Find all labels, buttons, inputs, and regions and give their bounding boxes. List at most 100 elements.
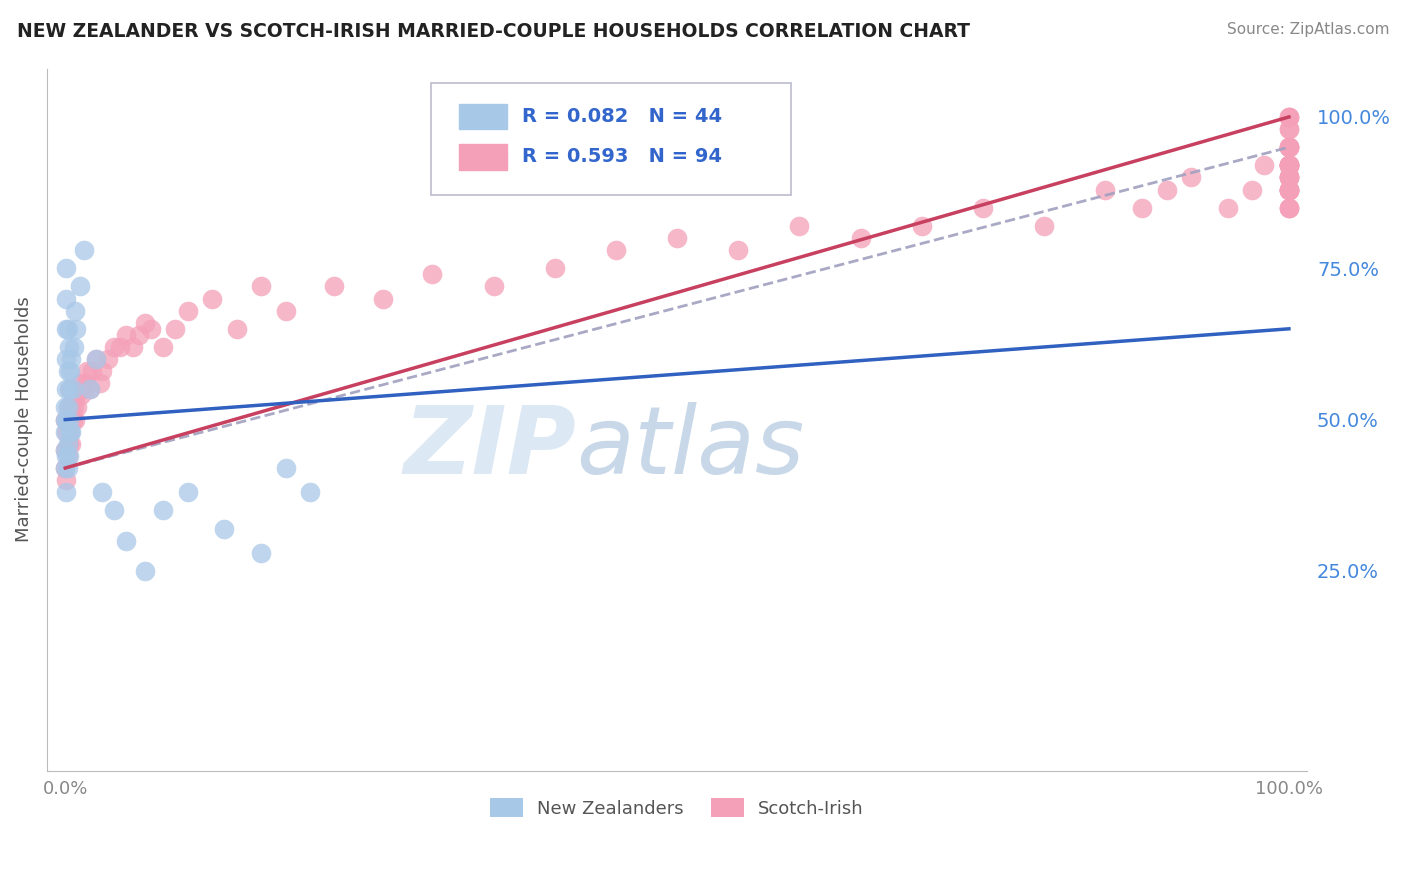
Point [91,485,114,500]
Text: Source: ZipAtlas.com: Source: ZipAtlas.com [1226,22,1389,37]
Text: R = 0.082   N = 44: R = 0.082 N = 44 [522,107,723,126]
Point [134,564,156,578]
Point [544,261,567,276]
Point [1278,110,1301,124]
Point [139,322,162,336]
Point [55,425,77,439]
Point [59,425,82,439]
Point [121,340,143,354]
Point [55,322,77,336]
Point [176,303,198,318]
Point [53,461,76,475]
Point [1156,183,1178,197]
Point [56,437,79,451]
Point [727,243,749,257]
Text: NEW ZEALANDER VS SCOTCH-IRISH MARRIED-COUPLE HOUSEHOLDS CORRELATION CHART: NEW ZEALANDER VS SCOTCH-IRISH MARRIED-CO… [17,22,970,41]
Point [1278,170,1301,185]
Point [62,382,84,396]
Point [1278,201,1301,215]
Point [789,219,811,233]
Point [115,327,138,342]
Point [323,279,346,293]
Text: ZIP: ZIP [404,401,576,493]
Point [911,219,934,233]
Point [56,401,79,415]
Point [60,425,83,439]
Point [59,364,82,378]
Point [1278,110,1301,124]
Point [849,231,872,245]
Point [58,340,80,354]
Point [70,388,93,402]
Point [1278,158,1301,172]
Point [1241,183,1264,197]
Y-axis label: Married-couple Households: Married-couple Households [15,297,32,542]
Point [1278,183,1301,197]
Point [274,303,297,318]
Point [79,382,101,396]
Point [84,352,107,367]
Point [66,401,89,415]
Legend: New Zealanders, Scotch-Irish: New Zealanders, Scotch-Irish [484,791,870,825]
Point [1278,140,1301,154]
Point [63,303,86,318]
Bar [458,145,508,169]
Point [422,268,444,282]
Point [1278,158,1301,172]
Point [115,533,138,548]
Point [176,485,198,500]
Point [73,376,96,391]
Point [1278,170,1301,185]
Point [1278,183,1301,197]
Point [1094,183,1116,197]
Point [1278,140,1301,154]
Point [250,279,273,293]
Point [152,340,174,354]
Point [62,401,84,415]
Point [55,352,77,367]
Point [97,352,120,367]
Point [58,449,80,463]
Point [225,322,247,336]
Point [58,412,80,426]
Point [152,503,174,517]
Point [250,546,273,560]
Point [1278,170,1301,185]
Point [53,425,76,439]
Point [103,340,125,354]
Point [1278,183,1301,197]
Point [1278,170,1301,185]
Point [56,449,79,463]
Point [53,412,76,426]
Point [53,401,76,415]
Point [59,382,82,396]
Point [1278,140,1301,154]
Point [482,279,505,293]
Point [134,316,156,330]
Bar [458,103,508,129]
Point [605,243,627,257]
Point [1278,201,1301,215]
Point [72,243,94,257]
Point [1278,170,1301,185]
Point [274,461,297,475]
Point [1278,158,1301,172]
Point [63,412,86,426]
Point [1278,158,1301,172]
Point [1180,170,1202,185]
Point [89,376,111,391]
Point [60,352,83,367]
Text: R = 0.593   N = 94: R = 0.593 N = 94 [522,147,723,167]
Point [1278,183,1301,197]
Point [55,485,77,500]
Point [58,437,80,451]
Point [84,352,107,367]
Point [62,412,84,426]
Point [53,442,76,457]
Point [1033,219,1056,233]
Point [1278,122,1301,136]
Point [110,340,132,354]
Point [56,461,79,475]
Point [79,382,101,396]
Point [298,485,321,500]
